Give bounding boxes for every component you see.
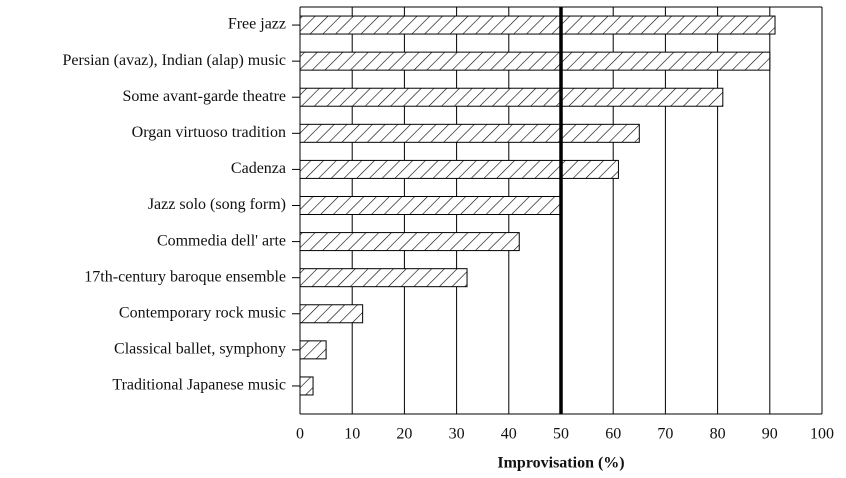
x-tick-label: 80 [710, 426, 726, 443]
bar [299, 376, 314, 396]
y-tick-label: Jazz solo (song form) [148, 196, 286, 213]
x-tick-label: 70 [657, 426, 673, 443]
x-tick-label: 100 [810, 426, 834, 443]
x-tick-label: 30 [449, 426, 465, 443]
bar [299, 15, 776, 35]
y-tick-label: Traditional Japanese music [112, 377, 286, 394]
y-tick-label: Persian (avaz), Indian (alap) music [63, 52, 286, 69]
x-tick-label: 40 [501, 426, 517, 443]
x-tick-label: 60 [605, 426, 621, 443]
y-tick-label: Free jazz [228, 16, 286, 33]
x-tick-label: 10 [344, 426, 360, 443]
bar [299, 232, 520, 252]
x-tick-label: 0 [296, 426, 304, 443]
y-tick-label: 17th-century baroque ensemble [84, 268, 286, 285]
bar [299, 123, 640, 143]
bar [299, 340, 327, 360]
y-tick-label: Contemporary rock music [119, 304, 286, 321]
bar [299, 159, 619, 179]
x-tick-label: 50 [553, 426, 569, 443]
bar [299, 196, 562, 215]
x-tick-label: 20 [396, 426, 412, 443]
x-tick-label: 90 [762, 426, 778, 443]
bar [299, 268, 468, 288]
y-tick-label: Classical ballet, symphony [114, 341, 286, 358]
y-tick-label: Cadenza [231, 160, 286, 177]
x-axis-label: Improvisation (%) [497, 455, 624, 472]
y-tick-label: Organ virtuoso tradition [132, 124, 286, 141]
bar [299, 51, 771, 71]
y-tick-label: Commedia dell' arte [157, 232, 286, 249]
bar [299, 304, 364, 324]
bar [299, 87, 724, 107]
y-tick-label: Some avant-garde theatre [123, 88, 286, 105]
